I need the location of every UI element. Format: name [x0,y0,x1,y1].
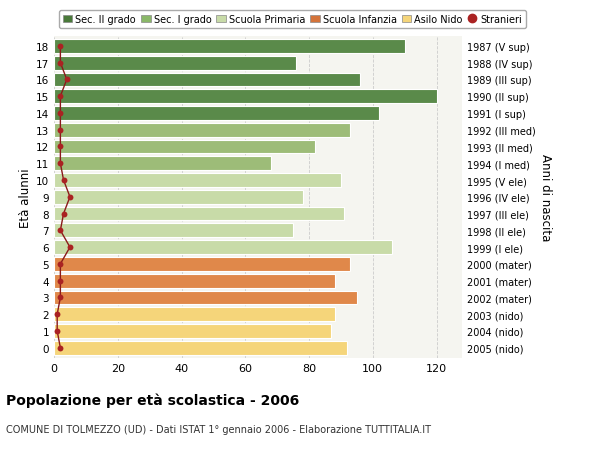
Point [52,328,62,335]
Bar [54,90,437,104]
Point [56,110,65,118]
Bar [54,190,302,204]
Point [59,210,68,218]
Bar [54,224,293,238]
Bar [54,207,344,221]
Bar [54,140,316,154]
Bar [54,56,296,70]
Point [56,344,65,352]
Point [56,160,65,168]
Y-axis label: Età alunni: Età alunni [19,168,32,227]
Point [62,77,71,84]
Bar [54,107,379,121]
Point [56,261,65,268]
Bar [54,325,331,338]
Point [56,227,65,235]
Point [52,311,62,318]
Bar [54,274,335,288]
Point [56,93,65,101]
Bar [54,73,360,87]
Y-axis label: Anni di nascita: Anni di nascita [539,154,552,241]
Bar [54,291,357,305]
Bar [54,123,350,137]
Legend: Sec. II grado, Sec. I grado, Scuola Primaria, Scuola Infanzia, Asilo Nido, Stran: Sec. II grado, Sec. I grado, Scuola Prim… [59,11,526,28]
Point [56,294,65,302]
Point [59,177,68,185]
Point [65,194,75,201]
Bar [54,341,347,355]
Bar [54,257,350,271]
Bar [54,308,335,321]
Bar [54,174,341,187]
Point [56,277,65,285]
Text: COMUNE DI TOLMEZZO (UD) - Dati ISTAT 1° gennaio 2006 - Elaborazione TUTTITALIA.I: COMUNE DI TOLMEZZO (UD) - Dati ISTAT 1° … [6,425,431,435]
Point [65,244,75,251]
Point [56,144,65,151]
Point [56,127,65,134]
Text: Popolazione per età scolastica - 2006: Popolazione per età scolastica - 2006 [6,392,299,407]
Bar [54,241,392,254]
Bar [54,157,271,171]
Point [56,43,65,50]
Point [56,60,65,67]
Bar [54,40,404,54]
